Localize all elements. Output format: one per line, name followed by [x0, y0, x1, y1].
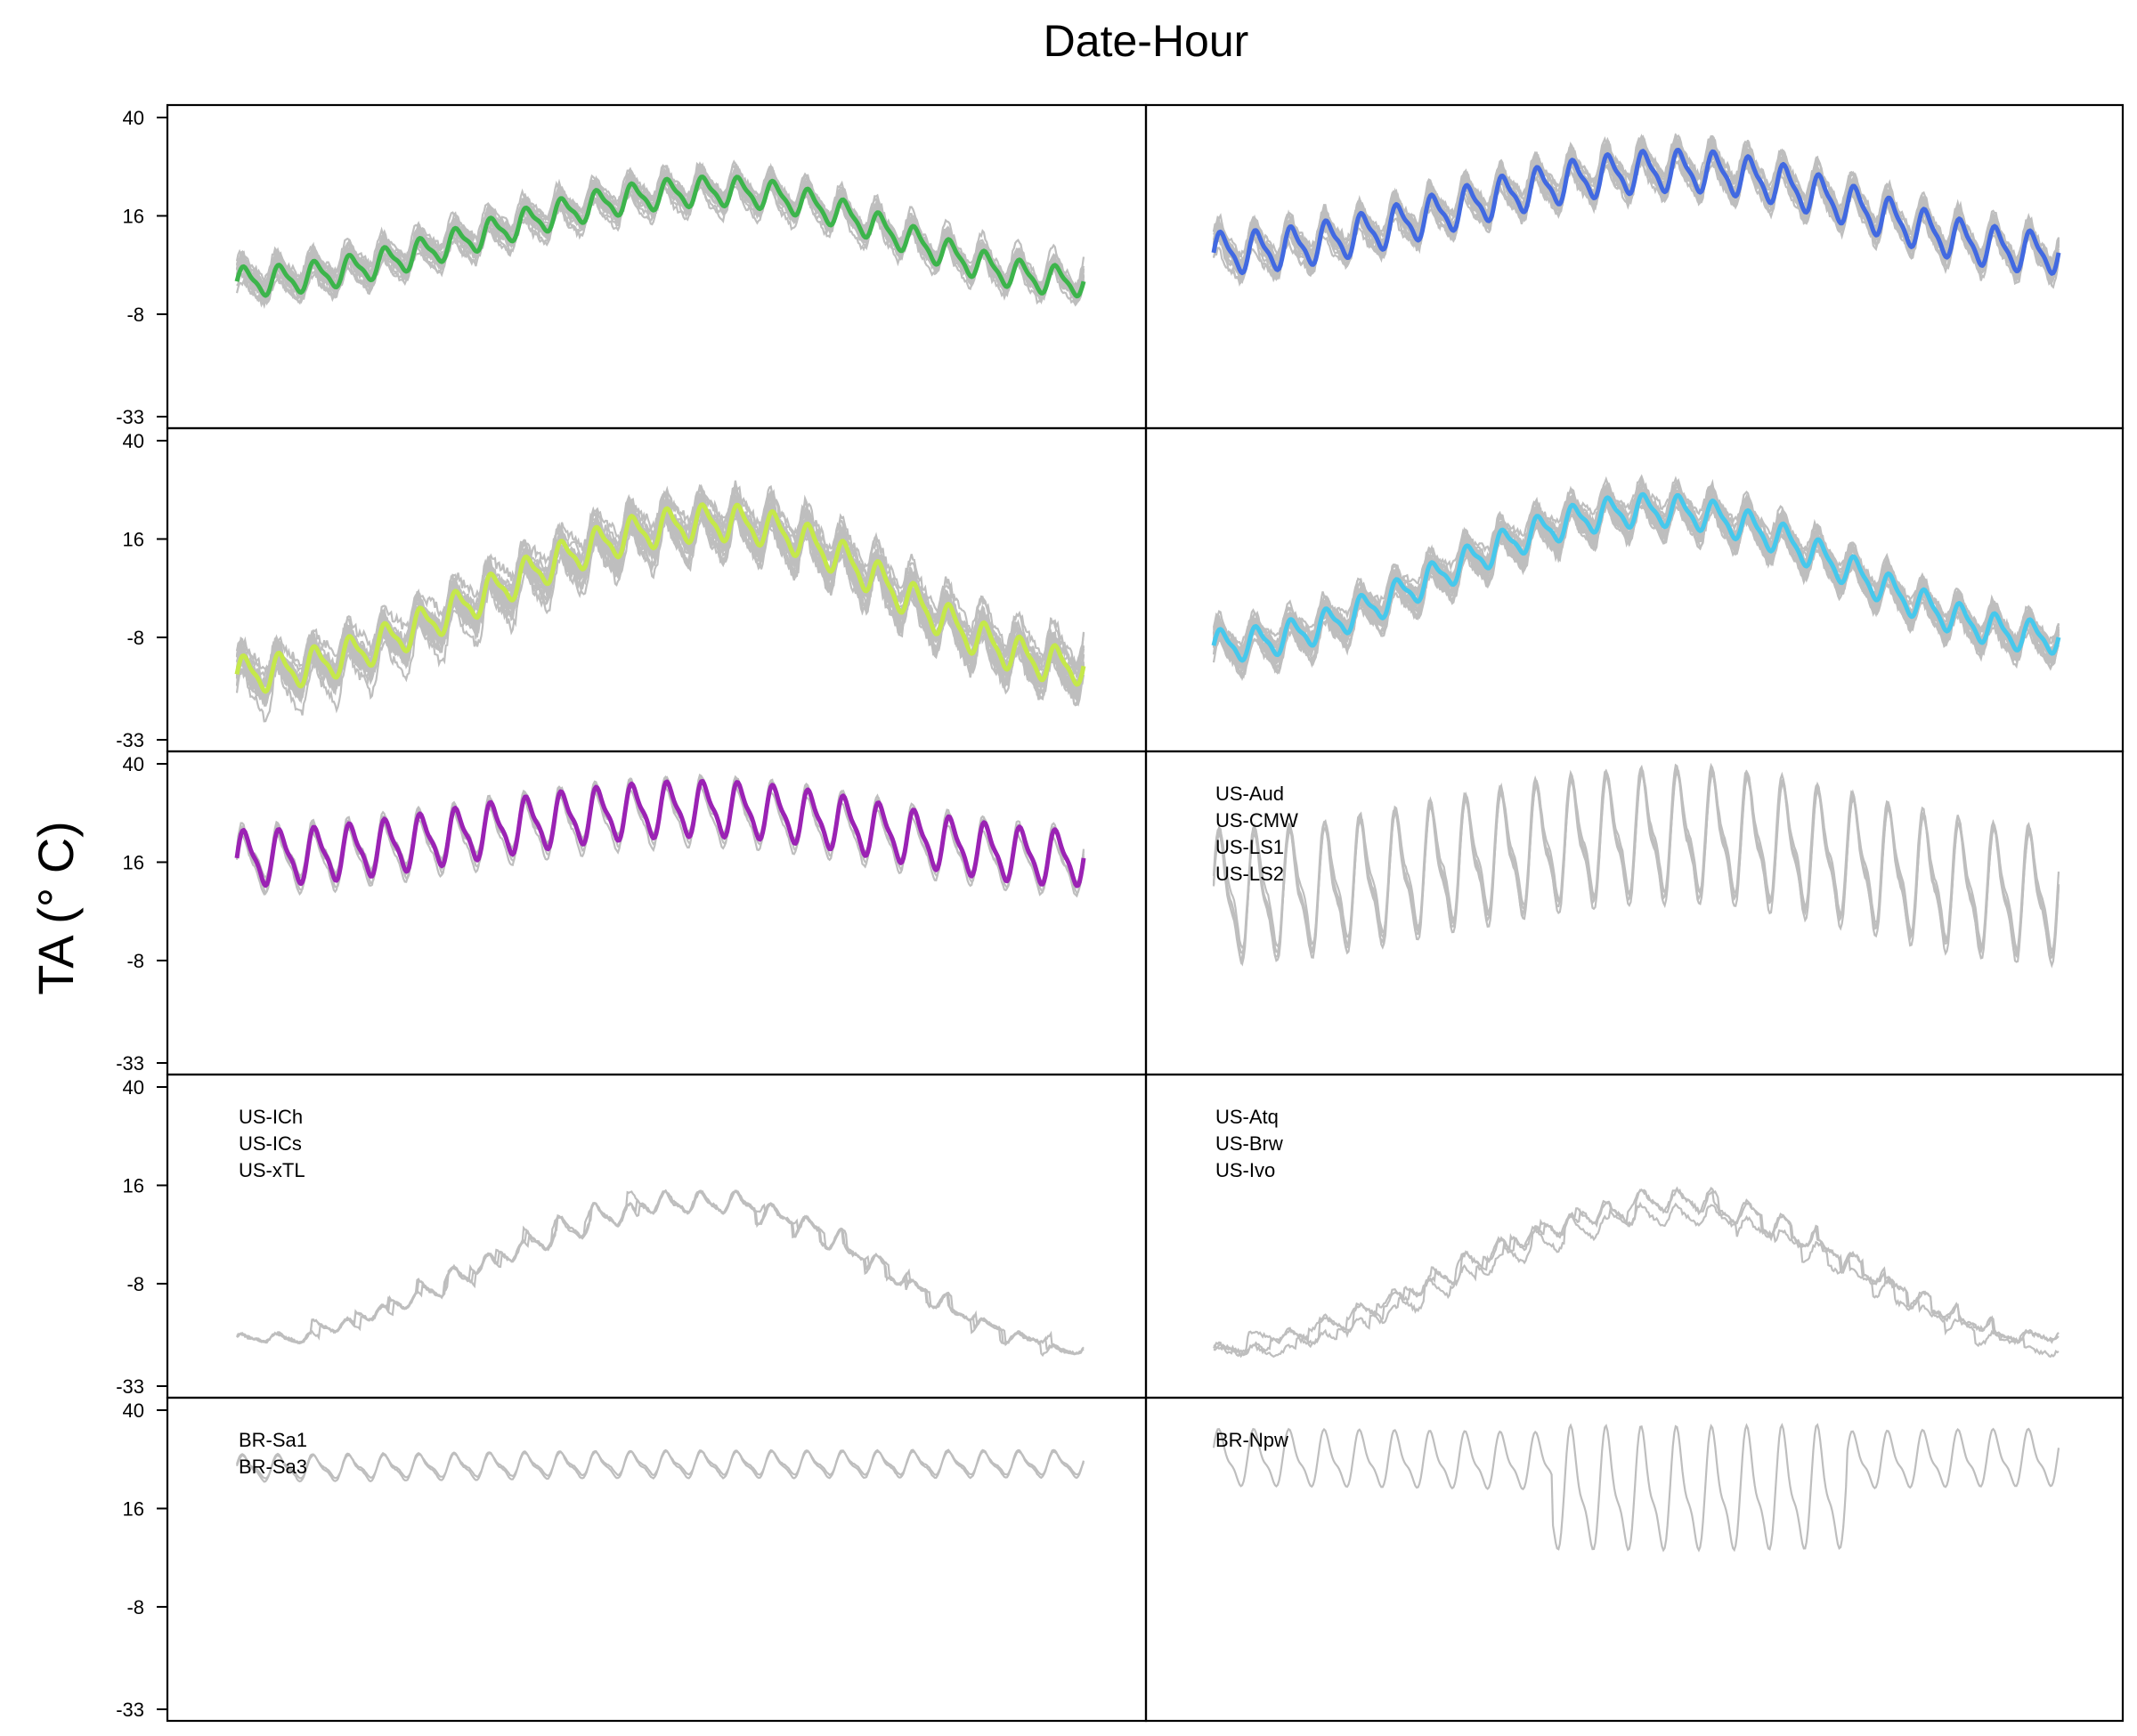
y-tick-label: -8 [126, 950, 144, 972]
ensemble-series-line [1213, 1186, 2060, 1354]
y-tick-label: -8 [126, 627, 144, 649]
y-tick-label: -33 [116, 1052, 144, 1075]
panel-frames [166, 103, 2125, 1723]
panel-frame [166, 1396, 1148, 1723]
panel-frame [1144, 426, 2125, 753]
site-label: US-Aud [1215, 783, 1284, 805]
highlight-series-line [234, 174, 1086, 299]
site-label: US-Atq [1215, 1106, 1279, 1128]
ensemble-series-line [1212, 768, 2060, 952]
ensemble-series-line [1212, 504, 2060, 669]
panels: US-Aud US-CMW US-LS1 US-LS2 US-ICh US-ICs US-x… [234, 133, 2061, 1553]
y-tick-label: -8 [126, 1596, 144, 1618]
site-label: US-CMW [1215, 809, 1298, 831]
y-tick-label: 40 [123, 1399, 144, 1422]
ensemble-series-line [1212, 142, 2060, 266]
highlight-series-line [1211, 148, 2061, 276]
ensemble-series-line [235, 1449, 1085, 1480]
y-tick-label: -33 [116, 1699, 144, 1721]
panel-frame [166, 1073, 1148, 1399]
highlight-series-line [1211, 491, 2061, 663]
panel-frame [1144, 1073, 2125, 1399]
ensemble-series-line [1213, 1201, 2060, 1359]
panel-row3-right: US-Aud US-CMW US-LS1 US-LS2 [1212, 762, 2060, 969]
y-axis-label: TA (° C) [28, 821, 84, 995]
y-tick-label: -33 [116, 729, 144, 751]
y-tick-label: 16 [123, 1174, 144, 1197]
y-tick-label: 40 [123, 753, 144, 775]
site-label: US-ICh [239, 1106, 303, 1128]
site-label: BR-Sa1 [239, 1429, 307, 1451]
panel-row2-right [1211, 474, 2061, 682]
y-tick-label: 40 [123, 430, 144, 452]
panel-row4-left: US-ICh US-ICs US-xTL [235, 1106, 1085, 1358]
panel-row1-right [1211, 133, 2061, 289]
ensemble-series-line [235, 1448, 1085, 1483]
y-tick-label: 40 [123, 107, 144, 129]
panel-row5-right: BR-Npw [1212, 1423, 2060, 1553]
site-label: US-Brw [1215, 1132, 1283, 1155]
site-label: US-xTL [239, 1159, 305, 1181]
y-tick-label: 16 [123, 528, 144, 550]
site-label: US-LS1 [1215, 836, 1284, 858]
panel-row1-left [234, 159, 1086, 310]
ensemble-series-line [236, 1188, 1085, 1358]
ensemble-series-line [1213, 1187, 2060, 1357]
y-axis: 4016-8-334016-8-334016-8-334016-8-334016… [116, 107, 167, 1721]
ensemble-series-line [1212, 496, 2060, 674]
site-label: US-ICs [239, 1132, 302, 1155]
y-tick-label: 16 [123, 851, 144, 873]
panel-frame [166, 426, 1148, 753]
panel-frame [1144, 1396, 2125, 1723]
site-label: BR-Npw [1215, 1429, 1288, 1451]
ensemble-series-line [235, 1188, 1085, 1356]
y-tick-label: -8 [126, 304, 144, 326]
site-label: BR-Sa3 [239, 1456, 307, 1478]
y-tick-label: -33 [116, 1375, 144, 1398]
highlight-series-line [234, 779, 1086, 888]
panel-row4-right: US-Atq US-Brw US-Ivo [1213, 1106, 2060, 1359]
site-label: US-LS2 [1215, 863, 1284, 885]
panel-frame [166, 750, 1148, 1076]
y-tick-label: -8 [126, 1273, 144, 1295]
chart-title: Date-Hour [1044, 16, 1249, 66]
ensemble-series-line [236, 483, 1085, 687]
panel-row5-left: BR-Sa1 BR-Sa3 [235, 1429, 1085, 1483]
y-tick-label: -33 [116, 406, 144, 428]
site-label: US-Ivo [1215, 1159, 1275, 1181]
panel-row2-left [234, 480, 1086, 723]
ensemble-series-line [236, 1189, 1085, 1356]
ensemble-series-line [1212, 1423, 2060, 1553]
ensemble-series-line [1212, 500, 2060, 675]
ensemble-series-line [1212, 497, 2060, 679]
y-tick-label: 16 [123, 1497, 144, 1520]
highlight-series-line [234, 502, 1086, 694]
y-tick-label: 40 [123, 1076, 144, 1099]
y-tick-label: 16 [123, 205, 144, 227]
ensemble-series-line [235, 496, 1085, 679]
panel-row3-left [234, 773, 1086, 898]
